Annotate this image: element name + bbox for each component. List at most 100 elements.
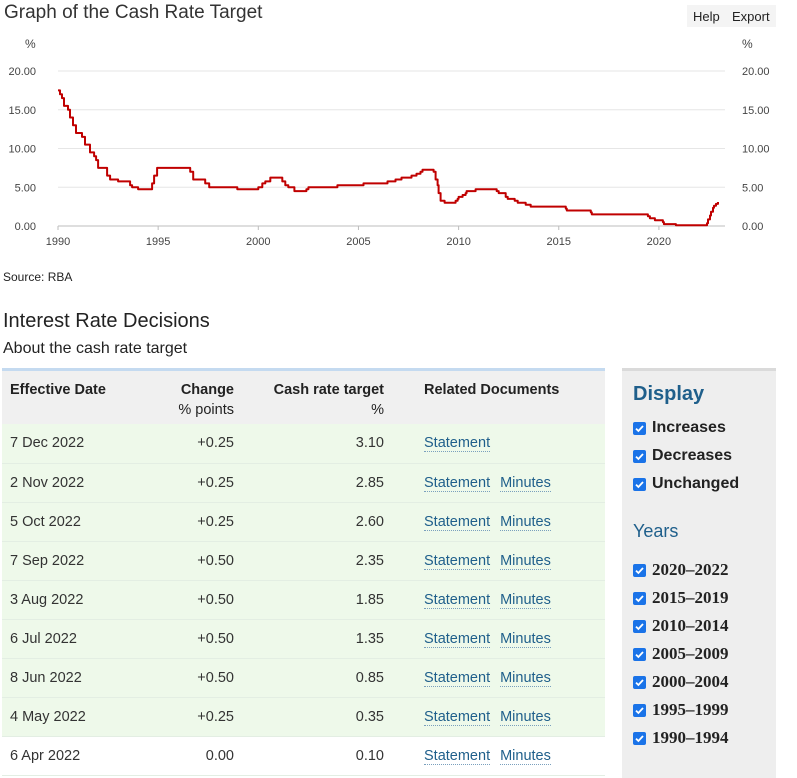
checkbox-checked-icon[interactable] [633, 675, 646, 689]
y-tick-label-left: 15.00 [8, 105, 36, 117]
y-tick-label-right: 10.00 [742, 144, 770, 156]
cell-effective-date: 7 Sep 2022 [2, 541, 142, 581]
minutes-link[interactable]: Minutes [500, 747, 551, 765]
y-tick-label-right: 0.00 [742, 221, 763, 233]
y-tick-label-right: 5.00 [742, 182, 763, 194]
statement-link[interactable]: Statement [424, 669, 491, 687]
col-cash-rate-target: Cash rate target% [242, 370, 392, 425]
cell-effective-date: 6 Jul 2022 [2, 619, 142, 659]
cell-cash-rate-target: 3.10 [242, 424, 392, 464]
cell-change: +0.25 [142, 697, 242, 737]
statement-link[interactable]: Statement [424, 591, 491, 609]
years-title: Years [633, 521, 679, 541]
statement-link[interactable]: Statement [424, 747, 491, 765]
minutes-link[interactable]: Minutes [500, 669, 551, 687]
table-row: 3 Aug 2022 +0.50 1.85 Statement Minutes [2, 580, 605, 620]
table-row: 6 Jul 2022 +0.50 1.35 Statement Minutes [2, 619, 605, 659]
x-tick-label: 2020 [647, 236, 671, 248]
table-row: 5 Oct 2022 +0.25 2.60 Statement Minutes [2, 502, 605, 542]
year-option-label: 2000–2004 [652, 672, 729, 691]
statement-link[interactable]: Statement [424, 513, 491, 531]
cell-cash-rate-target: 1.35 [242, 619, 392, 659]
table-row: 7 Sep 2022 +0.50 2.35 Statement Minutes [2, 541, 605, 581]
checkbox-checked-icon[interactable] [633, 563, 646, 577]
year-option[interactable]: 2005–2009 [633, 644, 729, 664]
y-tick-label-right: 20.00 [742, 66, 770, 78]
minutes-link[interactable]: Minutes [500, 474, 551, 492]
display-option-label: Unchanged [652, 475, 740, 492]
checkbox-checked-icon[interactable] [633, 591, 646, 605]
section-title: Interest Rate Decisions [3, 310, 210, 332]
cell-related-documents: Statement Minutes [392, 619, 605, 659]
cell-cash-rate-target: 0.35 [242, 697, 392, 737]
year-option-label: 2010–2014 [652, 616, 729, 635]
cell-effective-date: 5 Oct 2022 [2, 502, 142, 542]
display-option[interactable]: Increases [633, 419, 726, 437]
statement-link[interactable]: Statement [424, 474, 491, 492]
x-tick-label: 2000 [246, 236, 270, 248]
y-axis-label-left: % [25, 37, 36, 51]
table-row: 6 Apr 2022 0.00 0.10 Statement Minutes [2, 736, 605, 776]
cell-related-documents: Statement Minutes [392, 580, 605, 620]
cell-change: +0.50 [142, 619, 242, 659]
y-tick-label-left: 5.00 [15, 182, 36, 194]
x-tick-label: 2015 [547, 236, 571, 248]
x-tick-label: 1990 [46, 236, 70, 248]
cell-effective-date: 2 Nov 2022 [2, 463, 142, 503]
cell-cash-rate-target: 2.85 [242, 463, 392, 503]
minutes-link[interactable]: Minutes [500, 513, 551, 531]
minutes-link[interactable]: Minutes [500, 591, 551, 609]
display-title: Display [633, 383, 705, 405]
display-panel: Display Increases Decreases Unchanged Year… [622, 368, 776, 778]
cell-cash-rate-target: 0.85 [242, 658, 392, 698]
checkbox-checked-icon[interactable] [633, 477, 646, 491]
display-option[interactable]: Unchanged [633, 475, 739, 493]
cell-change: +0.50 [142, 541, 242, 581]
checkbox-checked-icon[interactable] [633, 449, 646, 463]
export-button[interactable]: Export [726, 5, 776, 27]
graph-title: Graph of the Cash Rate Target [4, 2, 263, 23]
cell-related-documents: Statement Minutes [392, 697, 605, 737]
cell-related-documents: Statement Minutes [392, 463, 605, 503]
checkbox-checked-icon[interactable] [633, 421, 646, 435]
cell-change: +0.50 [142, 580, 242, 620]
minutes-link[interactable]: Minutes [500, 708, 551, 726]
statement-link[interactable]: Statement [424, 435, 491, 453]
year-option-label: 1990–1994 [652, 728, 729, 747]
y-tick-label-left: 0.00 [15, 221, 36, 233]
cell-cash-rate-target: 2.60 [242, 502, 392, 542]
year-option[interactable]: 2020–2022 [633, 560, 729, 580]
year-option[interactable]: 1995–1999 [633, 700, 729, 720]
table-header-row: Effective Date Change % points Cash rate … [2, 369, 605, 425]
display-option-label: Increases [652, 419, 726, 436]
help-button[interactable]: Help [687, 5, 726, 27]
section-subtitle: About the cash rate target [3, 340, 188, 357]
table-row: 8 Jun 2022 +0.50 0.85 Statement Minutes [2, 658, 605, 698]
x-tick-label: 2005 [346, 236, 370, 248]
year-option[interactable]: 2015–2019 [633, 588, 729, 608]
display-option[interactable]: Decreases [633, 447, 732, 465]
year-option[interactable]: 2000–2004 [633, 672, 729, 692]
statement-link[interactable]: Statement [424, 552, 491, 570]
minutes-link[interactable]: Minutes [500, 630, 551, 648]
minutes-link[interactable]: Minutes [500, 552, 551, 570]
cell-related-documents: Statement [392, 424, 605, 464]
cell-change: +0.25 [142, 502, 242, 542]
statement-link[interactable]: Statement [424, 708, 491, 726]
col-effective-date-label: Effective Date [10, 382, 106, 398]
x-tick-label: 2010 [446, 236, 470, 248]
table-row: 4 May 2022 +0.25 0.35 Statement Minutes [2, 697, 605, 737]
checkbox-checked-icon[interactable] [633, 731, 646, 745]
year-option-label: 2015–2019 [652, 588, 729, 607]
cash-rate-series-line [58, 89, 719, 227]
checkbox-checked-icon[interactable] [633, 703, 646, 717]
year-option[interactable]: 2010–2014 [633, 616, 729, 636]
year-option[interactable]: 1990–1994 [633, 728, 729, 748]
col-cash-rate-target-unit: % [371, 402, 384, 418]
checkbox-checked-icon[interactable] [633, 647, 646, 661]
col-effective-date: Effective Date [2, 370, 142, 425]
checkbox-checked-icon[interactable] [633, 619, 646, 633]
statement-link[interactable]: Statement [424, 630, 491, 648]
cell-cash-rate-target: 0.10 [242, 736, 392, 776]
cell-change: 0.00 [142, 736, 242, 776]
